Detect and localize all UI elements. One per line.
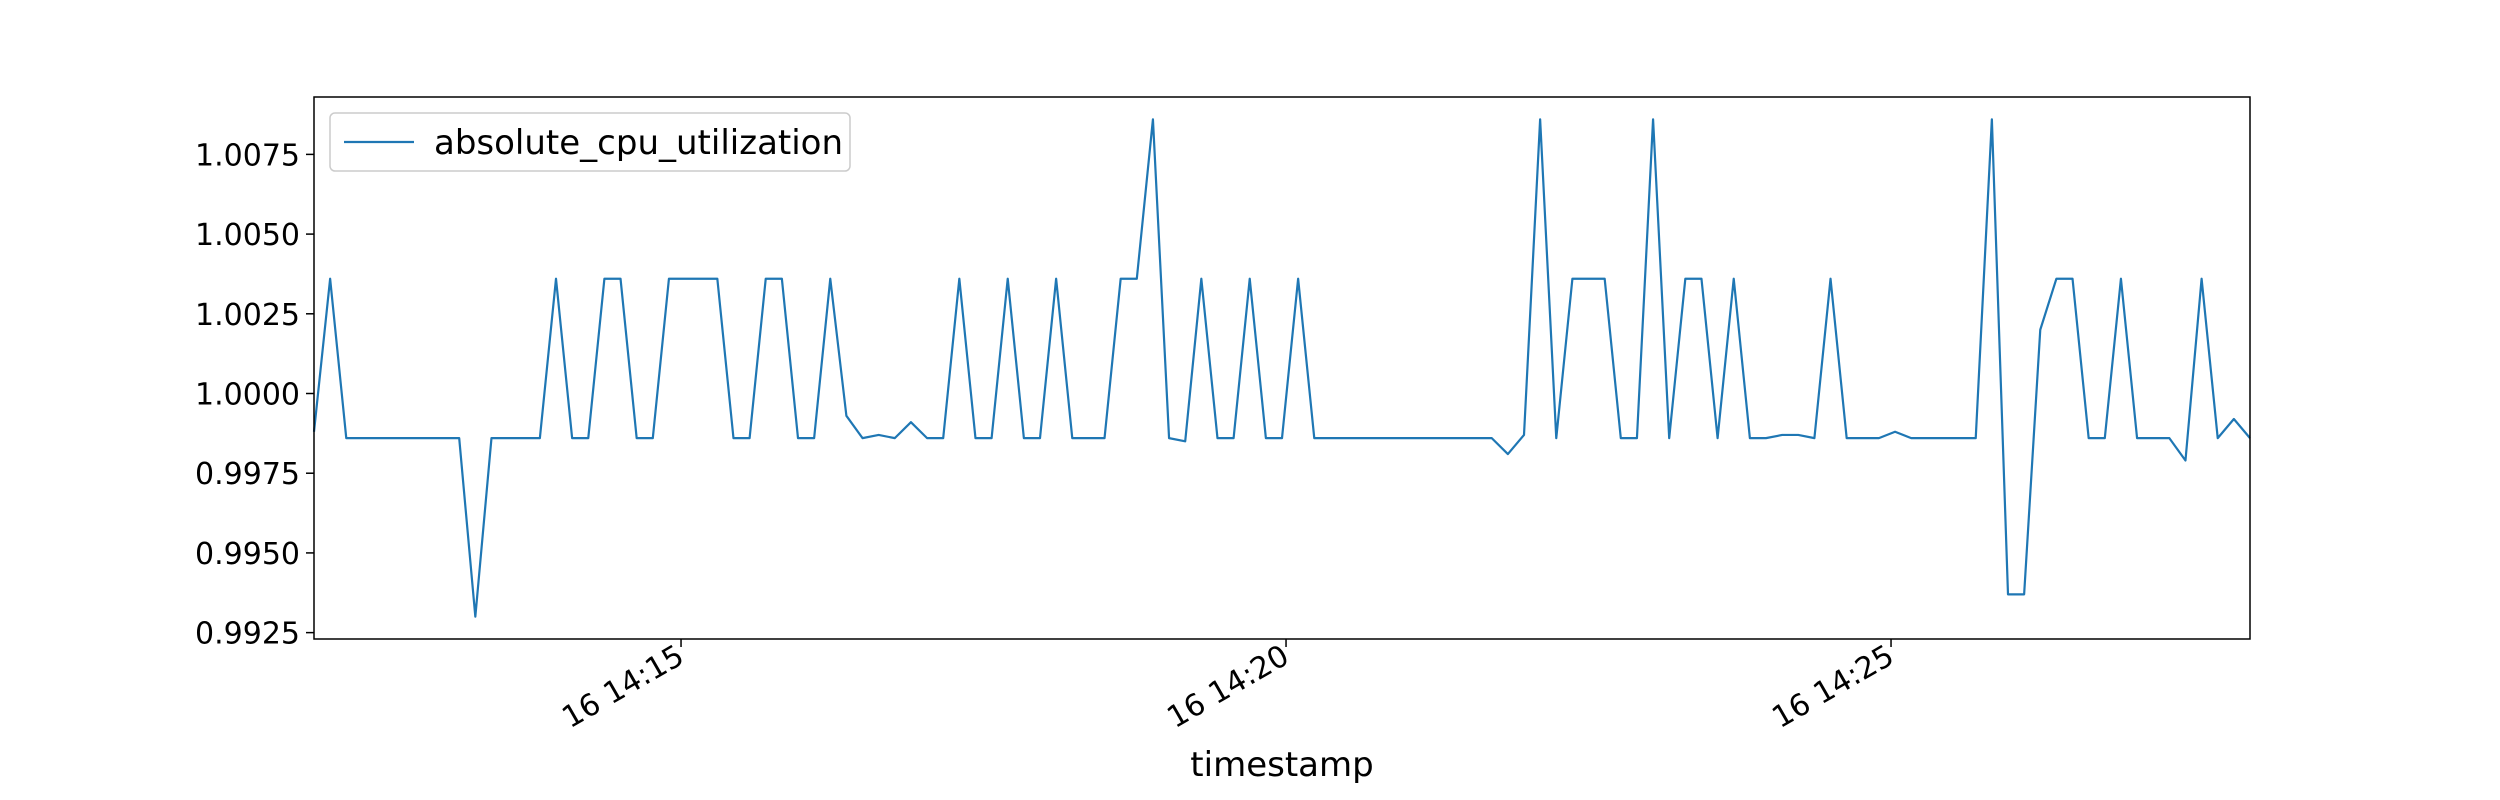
- y-tick-label: 1.0000: [195, 378, 300, 413]
- y-tick-label: 1.0025: [195, 298, 300, 333]
- y-tick-label: 1.0075: [195, 138, 300, 173]
- plot-frame: [313, 96, 2251, 640]
- data-line: [312, 118, 2251, 618]
- y-tick-label: 0.9950: [195, 537, 300, 572]
- y-tick-label: 1.0050: [195, 218, 300, 253]
- legend-label: absolute_cpu_utilization: [434, 123, 843, 163]
- legend-box: [329, 112, 851, 172]
- y-tick-label: 0.9975: [195, 457, 300, 492]
- y-tick-label: 0.9925: [195, 617, 300, 652]
- x-axis-label: timestamp: [1190, 745, 1373, 785]
